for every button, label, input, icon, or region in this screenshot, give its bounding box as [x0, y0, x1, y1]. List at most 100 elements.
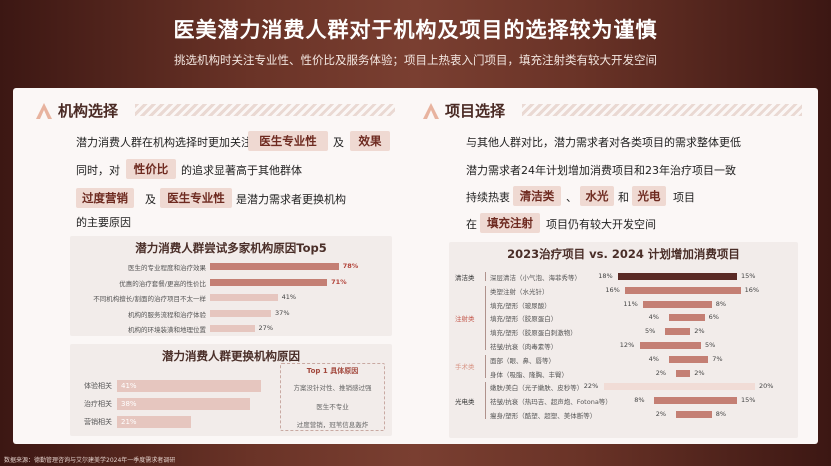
- chart3-bar-2024: [683, 300, 712, 308]
- chart3-category-label: 祛皱/抗衰（热玛吉、超声炮、Fotona等）: [490, 398, 612, 407]
- page-title: 医美潜力消费人群对于机构及项目的选择较为谨慎: [173, 18, 658, 42]
- chart3-value-2024: 8%: [715, 299, 727, 308]
- chart3-bar-2023: [618, 273, 683, 280]
- chart1-bar: [210, 294, 278, 301]
- chart3-category-label: 瘦身/塑形（酷塑、超塑、美体断等）: [490, 412, 597, 420]
- chart2-category-label: 营销相关: [84, 418, 112, 426]
- chart2-category-label: 治疗相关: [84, 400, 112, 408]
- chart3-value-2024: 5%: [705, 341, 716, 349]
- right-text-3a: 持续热衷: [466, 191, 510, 204]
- chart-title-switch: 潜力消费人群更换机构原因: [162, 349, 300, 363]
- chart3-bar-2024: [683, 383, 755, 391]
- chart3-category-label: 填充/塑形（胶原蛋白）: [490, 315, 558, 324]
- chart3-value-2023: 16%: [605, 285, 620, 294]
- chart1-bar: [210, 278, 328, 286]
- right-text-1: 与其他人群对比，潜力需求者对各类项目的需求整体更低: [466, 136, 741, 149]
- left-section-header: 机构选择: [34, 100, 118, 121]
- left-text-3b: 是潜力需求者更换机构: [236, 193, 346, 206]
- chart2-category-label: 体验相关: [84, 382, 112, 390]
- chart3-value-2023: 2%: [655, 410, 667, 418]
- chart3-bar-2023: [643, 300, 683, 308]
- left-text-2b: 的追求显著高于其他群体: [181, 164, 302, 177]
- left-text-1b: 及: [333, 136, 344, 149]
- chart3-category-label: 祛皱/抗衰（肉毒素等）: [490, 343, 558, 351]
- chart3-group-label: 光电类: [455, 397, 475, 406]
- chart3-value-2024: 15%: [741, 396, 756, 405]
- right-section-title: 项目选择: [445, 102, 506, 120]
- chart3-value-2024: 7%: [712, 354, 723, 363]
- brand-logo-icon: [423, 102, 439, 119]
- pill-cleansing: 清洁类: [513, 186, 561, 206]
- chart3-value-2023: 2%: [655, 368, 667, 377]
- right-sep-1: 、: [566, 191, 577, 204]
- left-text-3a: 及: [145, 193, 156, 206]
- chart3-value-2024: 16%: [744, 285, 760, 294]
- pill-photoelectric: 光电: [632, 186, 666, 206]
- left-section-title: 机构选择: [58, 102, 119, 120]
- chart3-group-label: 手术类: [455, 363, 475, 372]
- chart3-category-label: 类塑注射（水光针）: [490, 287, 549, 296]
- chart1-bar: [210, 309, 272, 317]
- chart2-bar: [117, 380, 261, 392]
- pill-doctor-expertise-2: 医生专业性: [160, 188, 232, 208]
- chart1-value-label: 27%: [258, 324, 273, 332]
- left-text-4: 的主要原因: [76, 216, 131, 229]
- chart3-value-2024: 8%: [715, 410, 727, 418]
- chart3-bar-2023: [625, 286, 683, 294]
- right-text-3c: 项目: [673, 191, 695, 204]
- pill-value: 性价比: [126, 159, 176, 179]
- chart3-value-2023: 22%: [583, 382, 599, 391]
- chart3-category-label: 填充/塑形（玻尿酸）: [490, 301, 551, 310]
- chart3-bar-2024: [683, 314, 705, 322]
- chart3-group-bracket: [485, 272, 486, 281]
- chart3-value-2024: 6%: [708, 313, 719, 322]
- chart3-bar-2023: [639, 342, 683, 349]
- right-text-2: 潜力需求者24年计划增加消费项目和23年治疗项目一致: [466, 164, 736, 177]
- chart-panel-top5: [70, 236, 392, 336]
- chart3-value-2024: 2%: [694, 368, 705, 377]
- chart3-bar-2024: [683, 355, 709, 363]
- right-text-4b: 项目仍有较大开发空间: [546, 218, 656, 231]
- chart2-value-label: 21%: [121, 418, 137, 426]
- chart1-value-label: 41%: [281, 293, 297, 301]
- chart3-bar-2023: [675, 369, 683, 377]
- right-text-4a: 在: [466, 218, 477, 231]
- chart3-bar-2024: [683, 286, 741, 294]
- callout-item-3: 过度营销，冠苇信息轰炸: [296, 421, 369, 429]
- chart3-value-2023: 8%: [634, 396, 645, 405]
- pill-over-marketing: 过度营销: [76, 188, 134, 208]
- chart3-value-2024: 2%: [694, 327, 705, 336]
- chart3-bar-2023: [603, 383, 683, 391]
- right-section-header: 项目选择: [421, 100, 505, 121]
- pill-effect: 效果: [350, 131, 390, 151]
- chart3-bar-2024: [683, 411, 712, 418]
- chart3-category-label: 面部（眼、鼻、唇等）: [490, 356, 555, 365]
- chart3-value-2023: 12%: [619, 341, 635, 349]
- chart3-value-2023: 18%: [598, 272, 613, 280]
- chart2-value-label: 38%: [121, 400, 137, 408]
- callout-title: Top 1 具体原因: [306, 367, 359, 375]
- pill-filler-injection: 填充注射: [480, 213, 540, 233]
- chart3-category-label: 身体（吸脂、隆胸、丰臀）: [490, 370, 568, 379]
- callout-item-1: 方案没针对性、推销感过强: [293, 384, 372, 392]
- callout-item-2: 医生不专业: [316, 403, 349, 411]
- chart1-category-label: 医生的专业程度和治疗效果: [128, 264, 206, 272]
- left-title-stripe: [135, 104, 395, 116]
- chart1-category-label: 优惠的治疗套餐/更高的性价比: [119, 279, 206, 288]
- chart3-bar-2023: [668, 355, 683, 363]
- pill-skin-booster: 水光: [580, 186, 614, 206]
- chart3-category-label: 嫩肤/美白（光子嫩肤、皮秒等）: [490, 384, 584, 393]
- chart-title-projects: 2023治疗项目 vs. 2024 计划增加消费项目: [507, 247, 740, 261]
- chart3-category-label: 填充/塑形（胶原蛋白刺激物）: [490, 329, 577, 338]
- chart3-value-2023: 11%: [623, 299, 638, 308]
- chart1-bar: [210, 325, 255, 332]
- brand-logo-icon: [36, 102, 52, 119]
- chart1-value-label: 37%: [275, 308, 290, 317]
- chart1-value-label: 71%: [331, 277, 347, 286]
- pill-doctor-expertise: 医生专业性: [248, 131, 328, 151]
- page-subtitle: 挑选机构时关注专业性、性价比及服务体验；项目上热衷入门项目，填充注射类有较大开发…: [174, 53, 657, 67]
- chart2-bar: [117, 398, 250, 410]
- chart2-bar: [117, 416, 191, 428]
- callout-box: [280, 363, 385, 431]
- chart3-bar-2024: [683, 328, 691, 336]
